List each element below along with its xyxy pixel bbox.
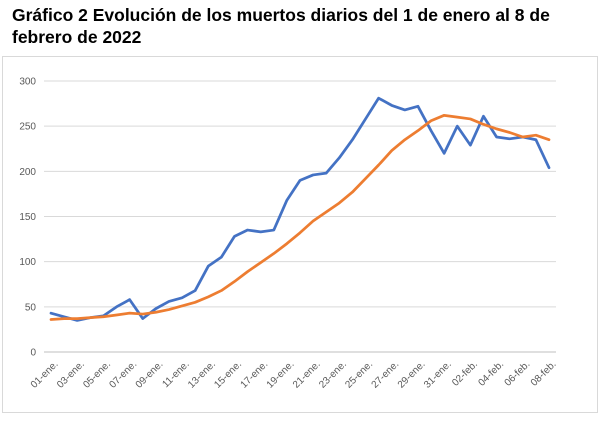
x-tick-label: 13-ene.: [186, 359, 218, 391]
x-tick-label: 25-ene.: [343, 359, 375, 391]
x-tick-label: 21-ene.: [291, 359, 323, 391]
x-tick-label: 17-ene.: [239, 359, 271, 391]
x-tick-label: 01-ene.: [29, 359, 61, 391]
gridlines: [44, 80, 556, 353]
x-tick-label: 31-ene.: [422, 359, 454, 391]
chart-title: Gráfico 2 Evolución de los muertos diari…: [12, 5, 550, 47]
x-tick-label: 09-ene.: [134, 359, 166, 391]
series-lines: [49, 96, 551, 322]
x-tick-label: 19-ene.: [265, 359, 297, 391]
series-line-blue: [49, 96, 551, 322]
y-tick-label: 150: [19, 212, 36, 223]
x-tick-label: 27-ene.: [370, 359, 402, 391]
x-tick-label: 04-feb.: [476, 359, 506, 389]
y-axis-tick-labels: 0 50 100 150 200 250 300: [19, 77, 36, 359]
x-tick-label: 08-feb.: [529, 359, 559, 389]
x-tick-label: 07-ene.: [108, 359, 140, 391]
y-tick-label: 50: [25, 302, 37, 313]
x-tick-label: 05-ene.: [81, 359, 113, 391]
x-tick-label: 29-ene.: [396, 359, 428, 391]
y-tick-label: 300: [19, 77, 36, 88]
x-tick-label: 02-feb.: [450, 359, 480, 389]
x-axis-tick-labels: 01-ene.03-ene.05-ene.07-ene.09-ene.11-en…: [29, 359, 559, 391]
x-tick-label: 03-ene.: [55, 359, 87, 391]
y-tick-label: 200: [19, 167, 36, 178]
x-tick-label: 23-ene.: [317, 359, 349, 391]
y-tick-label: 100: [19, 257, 36, 268]
y-tick-label: 250: [19, 122, 36, 133]
x-tick-label: 15-ene.: [212, 359, 244, 391]
series-line-orange: [49, 113, 551, 321]
y-tick-label: 0: [30, 348, 36, 359]
x-tick-label: 06-feb.: [503, 359, 533, 389]
x-tick-label: 11-ene.: [160, 359, 191, 390]
